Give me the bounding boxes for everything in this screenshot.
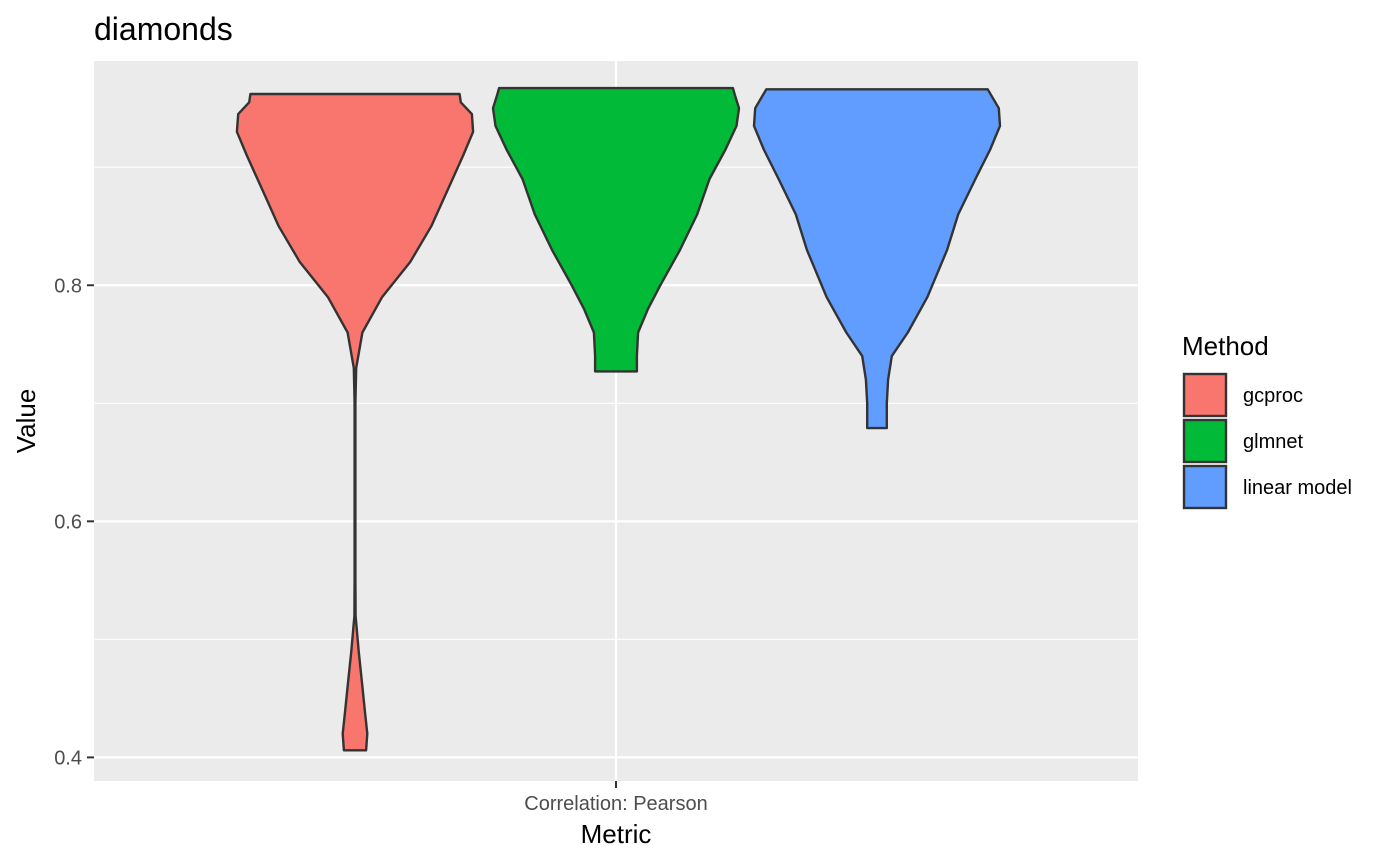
violins	[235, 86, 1002, 752]
y-axis: 0.4 0.6 0.8	[54, 275, 94, 769]
y-tick-label: 0.6	[54, 511, 82, 533]
chart-title: diamonds	[94, 11, 233, 47]
x-axis: Correlation: Pearson	[524, 781, 708, 815]
x-tick-label: Correlation: Pearson	[524, 793, 707, 815]
legend-label-glmnet: glmnet	[1243, 431, 1303, 453]
legend-key-gcproc	[1182, 372, 1228, 418]
y-axis-title: Value	[11, 389, 41, 454]
legend-label-linear-model: linear model	[1243, 477, 1352, 499]
violin-gcproc	[235, 92, 475, 752]
legend-label-gcproc: gcproc	[1243, 385, 1303, 407]
legend-key-linear-model	[1182, 464, 1228, 510]
x-axis-title: Metric	[581, 819, 652, 849]
y-tick-label: 0.8	[54, 275, 82, 297]
violin-glmnet	[491, 86, 741, 373]
y-tick-label: 0.4	[54, 747, 82, 769]
violin-linear-model	[752, 88, 1002, 430]
legend-key-glmnet	[1182, 418, 1228, 464]
legend: Method gcproc glmnet linear model	[1182, 331, 1352, 510]
legend-items: gcproc glmnet linear model	[1182, 372, 1352, 510]
legend-title: Method	[1182, 331, 1269, 361]
